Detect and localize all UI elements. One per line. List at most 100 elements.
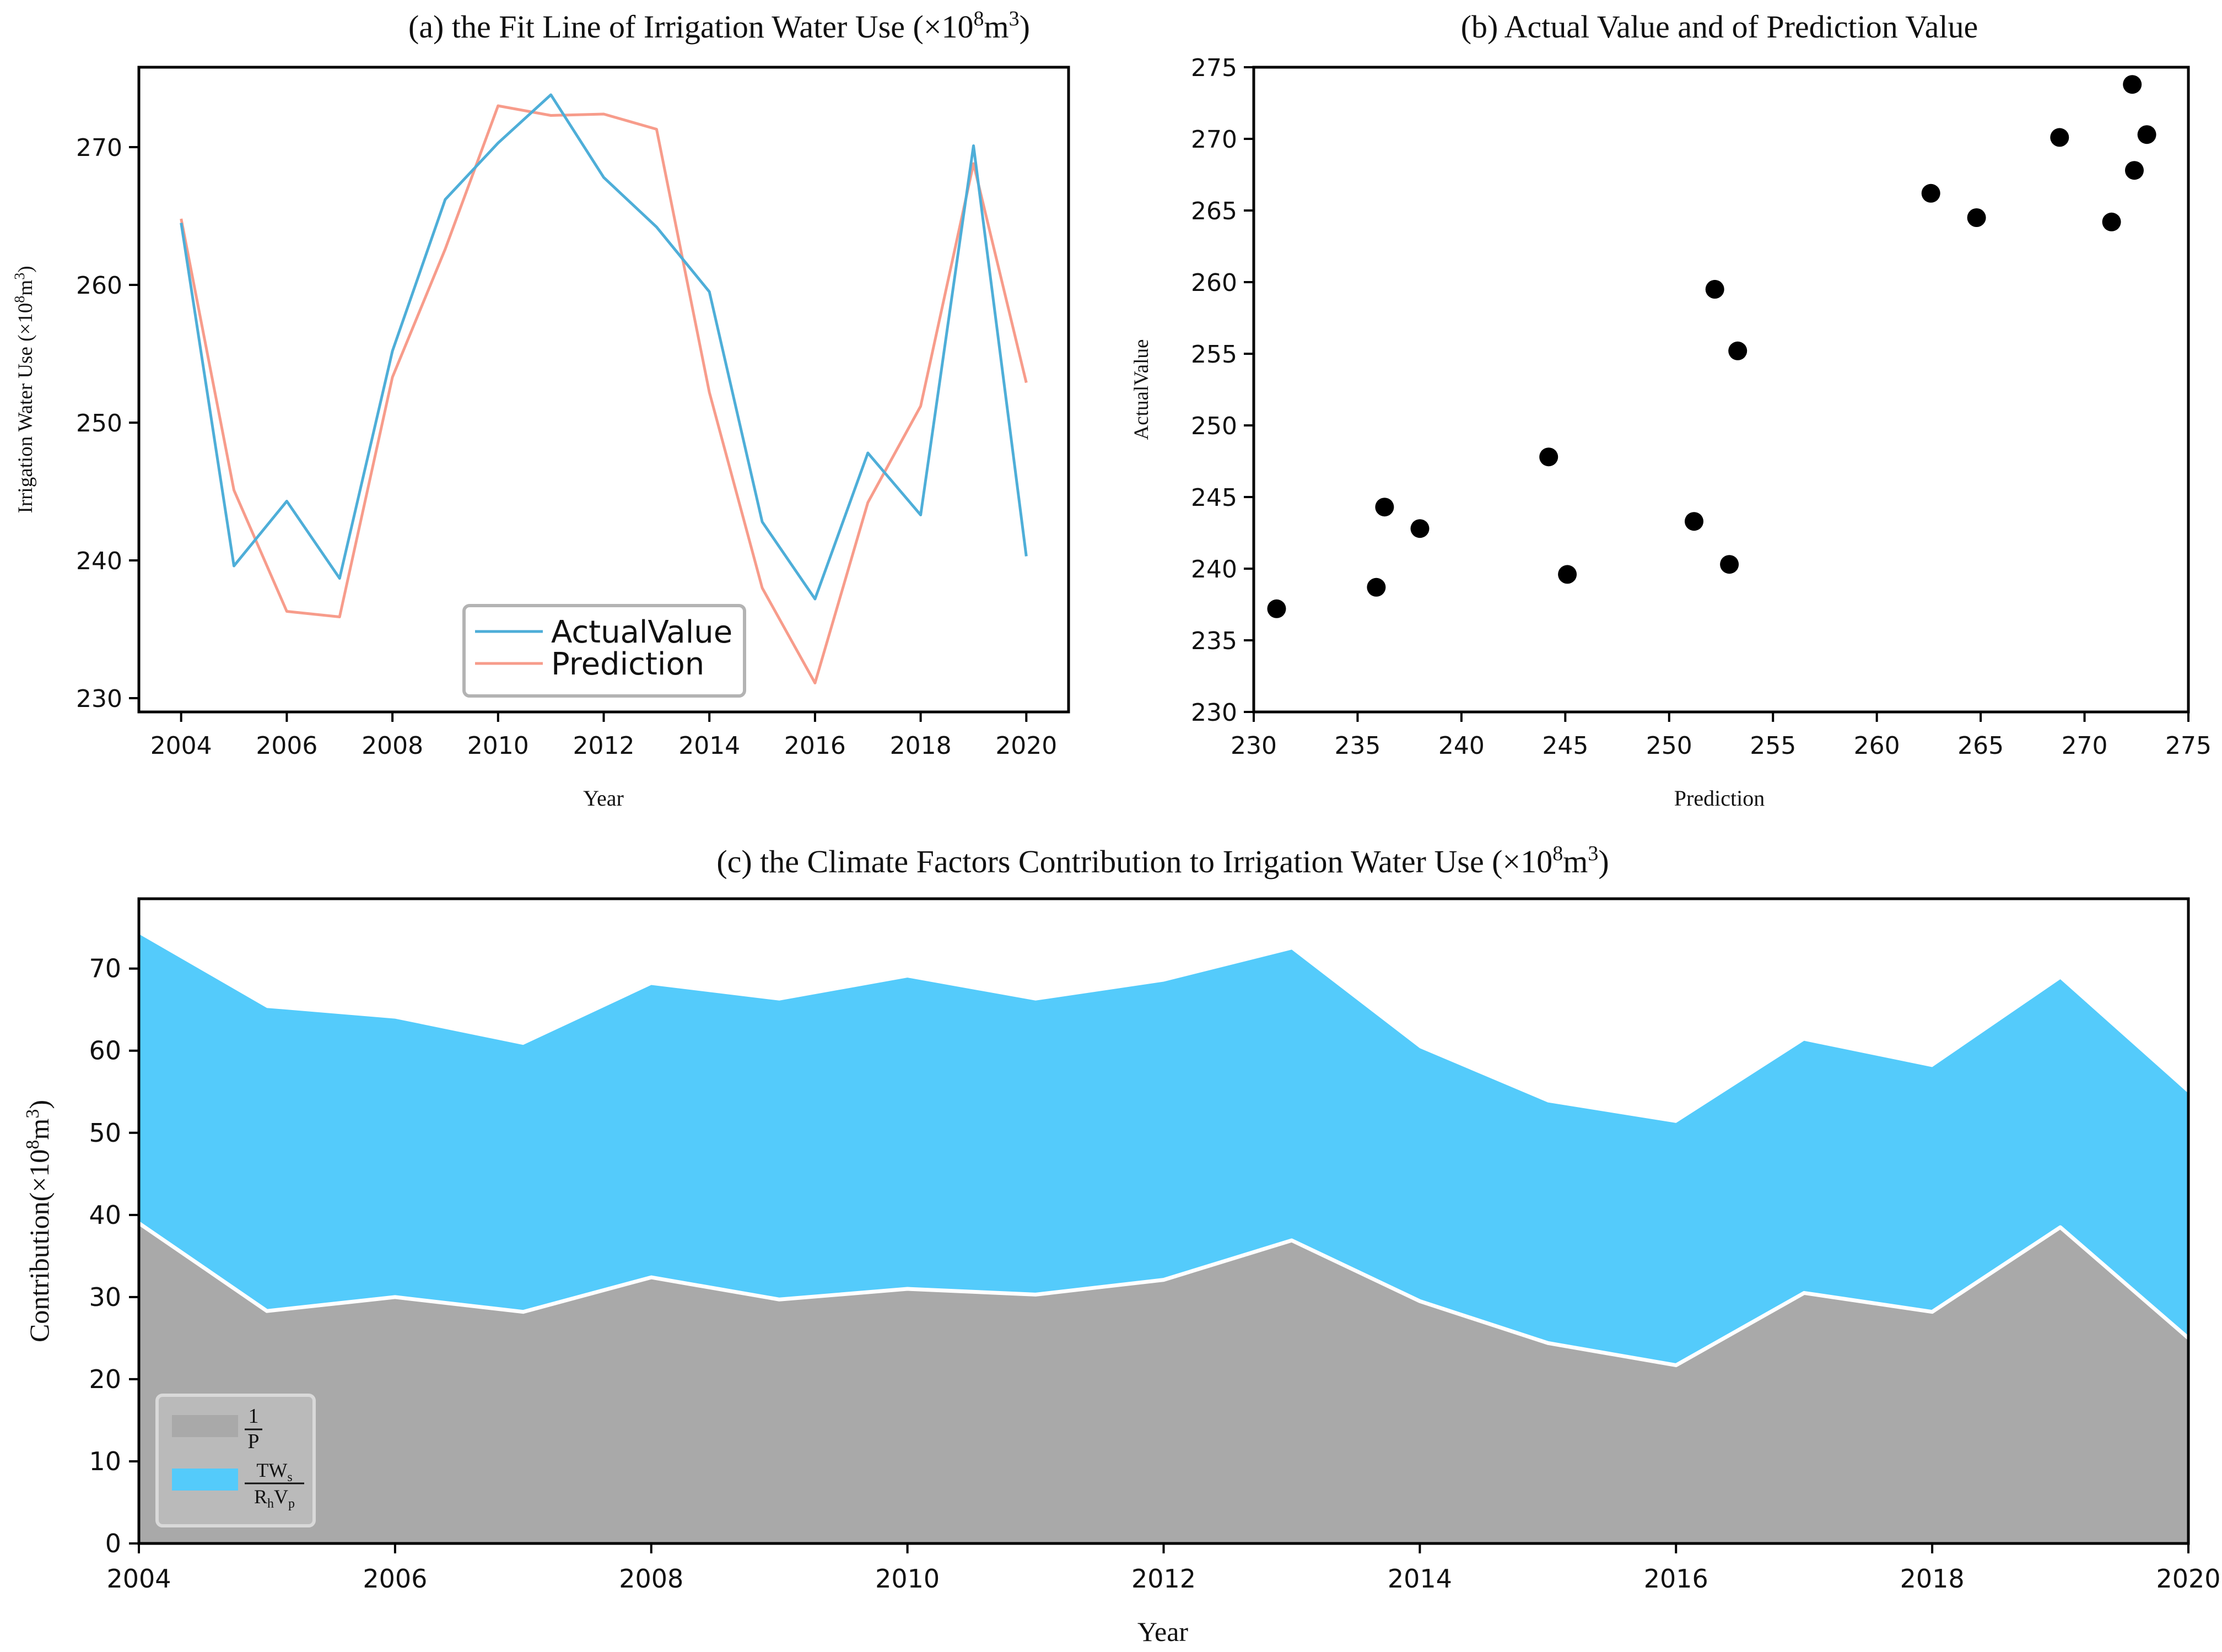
x-tick-label: 2016 — [784, 732, 846, 760]
panel-b-title: (b) Actual Value and of Prediction Value — [1461, 9, 1978, 45]
y-tick-label: 230 — [76, 685, 122, 713]
panel-b-axes-frame — [1252, 66, 2190, 714]
y-tick-label: 275 — [1191, 54, 1237, 82]
x-tick-label: 2018 — [1900, 1564, 1965, 1594]
scatter-point — [2123, 75, 2142, 94]
panel-c-x-label: Year — [1137, 1616, 1188, 1647]
legend-label-tws-ratio-numerator: TWs — [256, 1459, 292, 1484]
panel-a-y-ticks: 230 240 250 260 270 — [76, 134, 139, 713]
y-tick-label: 240 — [76, 547, 122, 575]
scatter-point — [2050, 128, 2069, 147]
panel-b-plot-area — [1267, 75, 2156, 618]
legend-swatch-inverse-p — [172, 1415, 238, 1437]
scatter-point — [2137, 125, 2156, 144]
y-tick-label: 70 — [89, 954, 121, 984]
panel-a-title: (a) the Fit Line of Irrigation Water Use… — [408, 7, 1030, 45]
legend-label-inverse-p-numerator: 1 — [249, 1405, 259, 1428]
x-tick-label: 2020 — [2156, 1564, 2220, 1594]
y-tick-label: 235 — [1191, 627, 1237, 655]
x-tick-label: 2018 — [890, 732, 952, 760]
scatter-point — [1539, 447, 1558, 467]
scatter-point — [1720, 555, 1739, 574]
x-tick-label: 2012 — [573, 732, 635, 760]
panel-c-area-chart: (c) the Climate Factors Contribution to … — [23, 842, 2221, 1647]
x-tick-label: 2006 — [363, 1564, 427, 1594]
panel-b-y-ticks: 230 235 240 245 250 255 260 265 270 275 — [1191, 54, 1254, 727]
y-tick-label: 270 — [1191, 126, 1237, 154]
panel-c-y-ticks: 0 10 20 30 40 50 60 70 — [89, 954, 139, 1558]
panel-a-legend-frame — [462, 604, 746, 698]
x-tick-label: 235 — [1334, 732, 1380, 760]
x-tick-label: 260 — [1854, 732, 1900, 760]
x-tick-label: 2014 — [678, 732, 740, 760]
y-tick-label: 10 — [89, 1446, 121, 1476]
x-tick-label: 230 — [1231, 732, 1277, 760]
y-tick-label: 260 — [76, 272, 122, 300]
x-tick-label: 245 — [1542, 732, 1588, 760]
series-line-actual-value — [180, 93, 1028, 601]
panel-a-plot-area — [180, 93, 1028, 684]
panel-a-x-label: Year — [583, 786, 624, 811]
scatter-point — [1375, 498, 1394, 517]
panel-c-y-label: Contribution(×108m3) — [23, 1100, 55, 1342]
y-tick-label: 230 — [1191, 699, 1237, 727]
panel-b-y-label: ActualValue — [1130, 339, 1153, 440]
scatter-point — [2102, 212, 2121, 231]
legend-label-prediction: Prediction — [551, 646, 704, 682]
x-tick-label: 255 — [1750, 732, 1796, 760]
panel-a-y-label: Irrigation Water Use (×108m3) — [12, 266, 37, 513]
series-line-prediction — [180, 104, 1028, 684]
area-boundary-line — [138, 1221, 2190, 1368]
scatter-point — [1728, 341, 1748, 360]
scatter-point — [1705, 280, 1724, 299]
y-tick-label: 270 — [76, 134, 122, 162]
x-tick-label: 2004 — [150, 732, 212, 760]
legend-label-actual-value: ActualValue — [551, 614, 732, 650]
x-tick-label: 2008 — [362, 732, 423, 760]
y-tick-label: 50 — [89, 1118, 121, 1148]
scatter-point — [1967, 208, 1986, 227]
panel-b-scatter-chart: (b) Actual Value and of Prediction Value… — [1130, 9, 2212, 811]
x-tick-label: 275 — [2165, 732, 2212, 760]
y-tick-label: 255 — [1191, 341, 1237, 369]
x-tick-label: 270 — [2062, 732, 2108, 760]
panel-c-title: (c) the Climate Factors Contribution to … — [716, 842, 1609, 879]
y-tick-label: 265 — [1191, 197, 1237, 225]
y-tick-label: 240 — [1191, 555, 1237, 584]
legend-label-tws-ratio-denominator: RhVp — [254, 1486, 295, 1511]
x-tick-label: 2006 — [256, 732, 317, 760]
x-tick-label: 2010 — [875, 1564, 940, 1594]
scatter-point — [2125, 161, 2144, 180]
scatter-point — [1410, 519, 1430, 538]
area-inverse-p — [139, 1223, 2188, 1543]
x-tick-label: 2010 — [467, 732, 529, 760]
legend-label-inverse-p-denominator: P — [247, 1430, 259, 1453]
x-tick-label: 2012 — [1131, 1564, 1196, 1594]
panel-c-plot-area — [138, 934, 2190, 1543]
y-tick-label: 30 — [89, 1282, 121, 1312]
y-tick-label: 250 — [76, 409, 122, 438]
x-tick-label: 240 — [1438, 732, 1485, 760]
panel-c-legend: 1 P TWs RhVp — [155, 1394, 316, 1527]
scatter-point — [1558, 565, 1577, 584]
scatter-point — [1367, 577, 1386, 597]
x-tick-label: 250 — [1646, 732, 1692, 760]
scatter-point — [1921, 183, 1940, 203]
panel-a-legend: ActualValue Prediction — [462, 604, 746, 698]
y-tick-label: 250 — [1191, 412, 1237, 440]
panel-b-x-label: Prediction — [1674, 786, 1765, 811]
x-tick-label: 2020 — [995, 732, 1057, 760]
panel-a-x-ticks: 2004 2006 2008 2010 2012 2014 2016 2018 2020 — [150, 712, 1057, 760]
y-tick-label: 260 — [1191, 269, 1237, 297]
x-tick-label: 265 — [1957, 732, 2004, 760]
panel-b-x-ticks: 230 235 240 245 250 255 260 265 270 275 — [1231, 712, 2212, 760]
y-tick-label: 0 — [105, 1529, 121, 1558]
scatter-point — [1685, 512, 1703, 531]
y-tick-label: 20 — [89, 1364, 121, 1394]
x-tick-label: 2008 — [619, 1564, 683, 1594]
scatter-point — [1267, 599, 1286, 618]
x-tick-label: 2016 — [1644, 1564, 1708, 1594]
legend-swatch-tws-ratio — [172, 1469, 238, 1491]
y-tick-label: 245 — [1191, 484, 1237, 512]
